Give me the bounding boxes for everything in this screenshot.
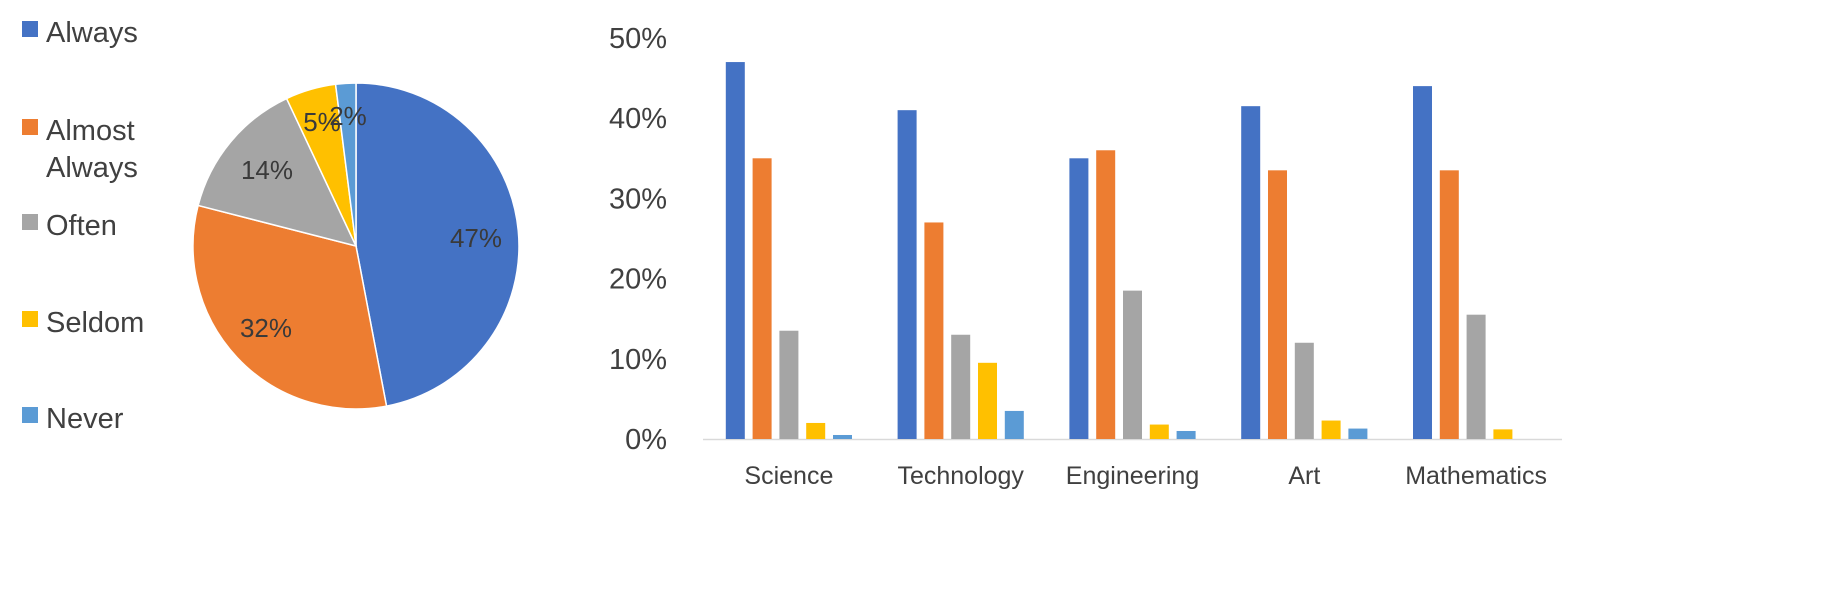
legend-label-often: Often — [46, 210, 117, 242]
y-tick-label-50: 50% — [609, 23, 667, 55]
bar-technology-seldom — [978, 362, 997, 439]
bar-art-often — [1294, 342, 1314, 439]
y-tick-label-10: 10% — [609, 344, 667, 376]
bar-engineering-always — [1069, 158, 1089, 440]
pie-chart: 47% 32% 14% 5%2% — [192, 82, 520, 410]
legend-swatch-always — [22, 21, 38, 37]
y-tick-label-0: 0% — [625, 424, 667, 456]
legend: Always Almost Always Often Seldom Never — [22, 17, 144, 435]
pie-data-label-almost-always: 32% — [240, 313, 292, 343]
x-category-label-mathematics: Mathematics — [1405, 462, 1547, 490]
bar-technology-never — [1004, 410, 1024, 439]
pie-data-label-never: 2% — [329, 101, 367, 131]
legend-label-almost-always: Almost Always — [46, 115, 138, 184]
bar-engineering-often — [1123, 290, 1142, 439]
legend-swatch-never — [22, 407, 38, 423]
bar-mathematics-seldom — [1493, 429, 1513, 439]
y-tick-label-20: 20% — [609, 264, 667, 296]
bar-engineering-never — [1176, 430, 1196, 439]
legend-label-always: Always — [46, 17, 138, 49]
bar-science-often — [779, 330, 799, 439]
bar-science-never — [833, 434, 852, 439]
bar-engineering-seldom — [1149, 424, 1169, 439]
x-category-label-engineering: Engineering — [1066, 462, 1199, 490]
bar-mathematics-always — [1413, 86, 1432, 440]
bar-technology-often — [951, 334, 971, 439]
legend-label-seldom: Seldom — [46, 307, 144, 339]
x-category-label-science: Science — [744, 462, 833, 490]
pie-slice-always — [355, 82, 520, 407]
bar-science-seldom — [806, 422, 826, 439]
bar-technology-always — [897, 110, 917, 440]
bar-science-almost-always — [752, 158, 772, 440]
x-category-label-art: Art — [1288, 462, 1320, 490]
bar-technology-almost-always — [924, 222, 944, 439]
pie-data-label-often: 14% — [241, 155, 293, 185]
legend-label-never: Never — [46, 403, 124, 435]
bar-art-almost-always — [1268, 170, 1287, 439]
bar-mathematics-often — [1466, 314, 1486, 439]
bar-art-seldom — [1321, 420, 1341, 439]
bar-art-always — [1241, 106, 1261, 440]
pie-slice-never — [334, 82, 357, 247]
pie-data-label-always: 47% — [450, 223, 502, 253]
y-tick-label-30: 30% — [609, 183, 667, 215]
x-category-label-technology: Technology — [897, 462, 1024, 490]
bar-chart: 0% 10% 20% 30% 40% 50% Science Technology Engine… — [609, 23, 1562, 490]
y-tick-label-40: 40% — [609, 103, 667, 135]
legend-swatch-almost-always — [22, 119, 38, 135]
bar-art-never — [1348, 428, 1368, 439]
legend-swatch-often — [22, 214, 38, 230]
legend-swatch-seldom — [22, 311, 38, 327]
bar-engineering-almost-always — [1096, 150, 1116, 439]
pie-slice-often — [197, 97, 358, 248]
pie-data-label-seldom: 5% — [303, 107, 341, 137]
pie-slice-almost-always — [192, 204, 388, 410]
bar-science-always — [725, 62, 745, 440]
bar-mathematics-almost-always — [1439, 170, 1459, 439]
